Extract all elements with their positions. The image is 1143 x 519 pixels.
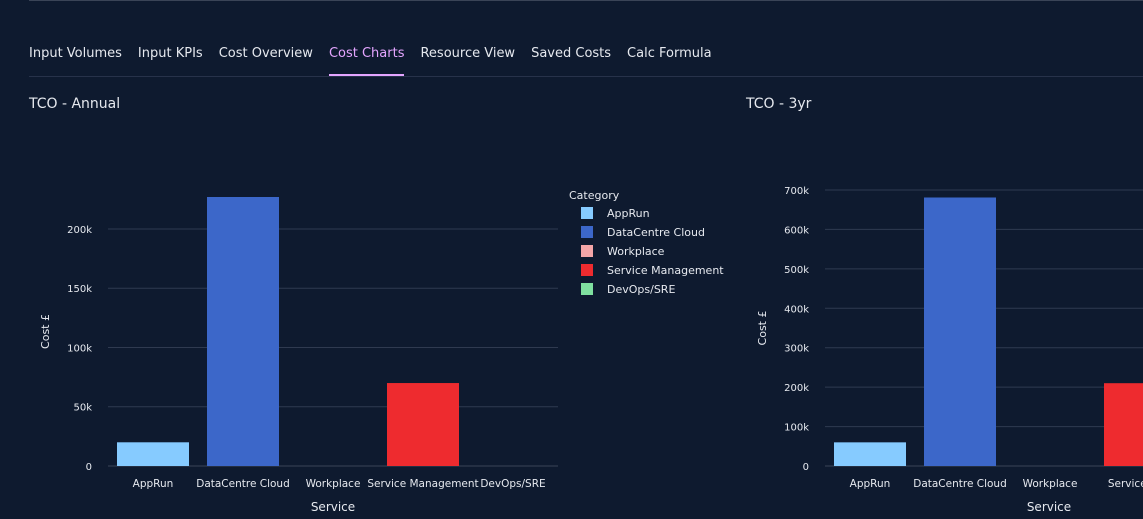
- legend-swatch-service-management: [581, 264, 593, 276]
- x-tick-label: Service Management: [367, 478, 478, 490]
- tab-calc-formula[interactable]: Calc Formula: [627, 46, 712, 61]
- y-tick-label: 300k: [784, 344, 809, 355]
- y-tick-label: 100k: [784, 423, 809, 434]
- x-tick-label: Workplace: [306, 478, 361, 490]
- tab-input-kpis[interactable]: Input KPIs: [137, 46, 203, 61]
- y-tick-label: 200k: [784, 383, 809, 394]
- bar-service-management: [1104, 383, 1143, 466]
- bar-datacentre-cloud: [924, 197, 996, 466]
- y-tick-label: 50k: [73, 403, 92, 414]
- legend-label-devops-sre: DevOps/SRE: [607, 283, 675, 296]
- y-tick-label: 200k: [67, 225, 92, 236]
- bar-datacentre-cloud: [207, 197, 279, 466]
- y-tick-label: 100k: [67, 343, 92, 354]
- x-tick-label: Workplace: [1023, 478, 1078, 490]
- legend-swatch-workplace: [581, 245, 593, 257]
- y-tick-label: 400k: [784, 304, 809, 315]
- chart-title-3yr: TCO - 3yr: [746, 96, 812, 112]
- y-tick-label: 0: [86, 462, 92, 473]
- legend-label-datacentre-cloud: DataCentre Cloud: [607, 226, 705, 239]
- y-tick-label: 150k: [67, 284, 92, 295]
- tab-saved-costs[interactable]: Saved Costs: [531, 46, 612, 61]
- tab-input-volumes[interactable]: Input Volumes: [29, 46, 122, 61]
- legend-label-apprun: AppRun: [607, 207, 650, 220]
- tab-cost-overview[interactable]: Cost Overview: [218, 46, 313, 61]
- legend-swatch-devops-sre: [581, 283, 593, 295]
- top-divider: [29, 0, 1143, 3]
- x-tick-label: DataCentre Cloud: [913, 478, 1007, 490]
- legend-label-service-management: Service Management: [607, 264, 724, 277]
- chart-annual: 0 50k 100k 150k 200k AppRun DataCentre Cloud Wo…: [39, 189, 724, 514]
- y-tick-label: 700k: [784, 186, 809, 197]
- legend-swatch-apprun: [581, 207, 593, 219]
- legend-label-workplace: Workplace: [607, 245, 665, 258]
- x-tick-label: DevOps/SRE: [480, 478, 545, 490]
- y-tick-label: 500k: [784, 265, 809, 276]
- x-tick-label: AppRun: [133, 478, 174, 490]
- bar-apprun: [834, 442, 906, 466]
- legend-title: Category: [569, 189, 620, 202]
- x-axis-title: Service: [1027, 500, 1071, 514]
- tab-resource-view[interactable]: Resource View: [420, 46, 516, 61]
- chart-title-annual: TCO - Annual: [29, 96, 121, 112]
- y-axis-title: Cost £: [756, 311, 769, 346]
- y-axis-title: Cost £: [39, 314, 52, 349]
- x-tick-label: Service Man: [1108, 478, 1143, 490]
- y-tick-label: 0: [803, 462, 809, 473]
- tab-bar: Input Volumes Input KPIs Cost Overview C…: [29, 46, 712, 76]
- x-tick-label: DataCentre Cloud: [196, 478, 290, 490]
- bar-apprun: [117, 442, 189, 466]
- y-tick-label: 600k: [784, 225, 809, 236]
- bar-service-management: [387, 383, 459, 466]
- legend-swatch-datacentre-cloud: [581, 226, 593, 238]
- tabs-divider: [29, 76, 1143, 77]
- chart-3yr: 0 100k 200k 300k 400k 500k 600k 700k AppRun DataC…: [756, 186, 1143, 514]
- tab-cost-charts[interactable]: Cost Charts: [328, 46, 405, 76]
- x-tick-label: AppRun: [850, 478, 891, 490]
- x-axis-title: Service: [311, 500, 355, 514]
